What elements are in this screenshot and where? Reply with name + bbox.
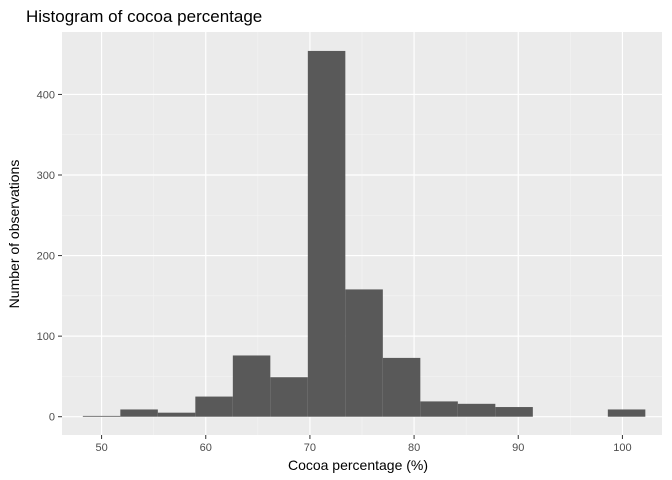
histogram-bar	[232, 355, 271, 417]
chart-title: Histogram of cocoa percentage	[26, 7, 262, 26]
histogram-bar	[270, 377, 308, 417]
x-tick-label: 50	[95, 442, 107, 454]
x-tick-label: 80	[408, 442, 420, 454]
histogram-bar	[420, 401, 458, 417]
y-tick-label: 200	[37, 251, 55, 263]
x-tick-label: 100	[613, 442, 631, 454]
plot-panel: 50 60 70 80 90 100 0 100 200 300 400	[37, 32, 662, 454]
x-tick-label: 90	[512, 442, 524, 454]
y-tick-label: 0	[49, 412, 55, 424]
x-tick-label: 60	[200, 442, 212, 454]
histogram-bar	[382, 357, 421, 417]
x-axis-title: Cocoa percentage (%)	[288, 457, 428, 473]
y-tick-label: 400	[37, 89, 55, 101]
x-tick-label: 70	[304, 442, 316, 454]
histogram-bar	[345, 289, 383, 417]
histogram-bar	[607, 409, 646, 417]
histogram-bar	[307, 50, 346, 417]
histogram-bar	[457, 403, 496, 417]
y-tick-label: 100	[37, 331, 55, 343]
y-axis-title: Number of observations	[6, 160, 22, 309]
histogram-bar	[82, 415, 121, 417]
histogram-bar	[195, 396, 233, 417]
y-tick-label: 300	[37, 170, 55, 182]
histogram-bar	[495, 407, 533, 417]
histogram-bar	[120, 409, 158, 417]
histogram-bar	[157, 412, 196, 417]
